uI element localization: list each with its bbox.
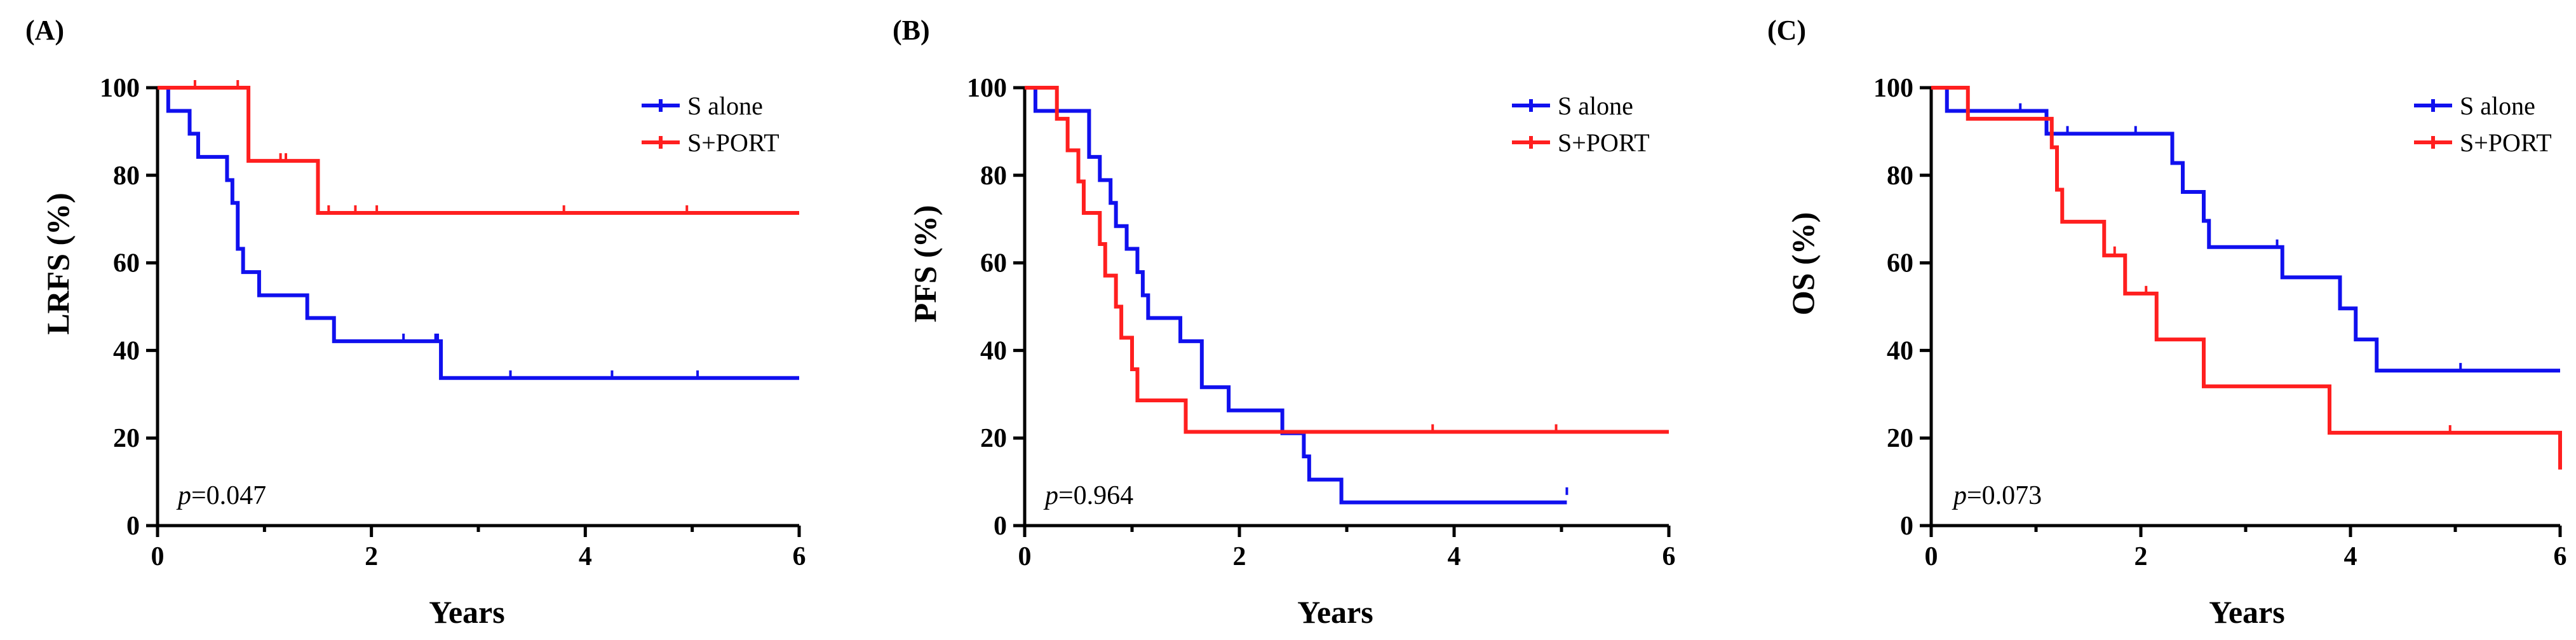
x-tick-label: 0: [1925, 542, 1938, 571]
y-tick-label: 40: [1887, 336, 1913, 365]
x-tick-label: 4: [579, 542, 592, 571]
legend-label-s-alone: S alone: [2460, 92, 2535, 120]
y-tick-label: 80: [980, 161, 1007, 191]
y-axis-title: PFS (%): [907, 205, 943, 323]
p-value-prefix: p: [1043, 481, 1058, 510]
panel-c: (C) p=0.073 Years OS (%) S alone S+PORT …: [1767, 15, 2567, 630]
panel-a: (A) p=0.047 Years LRFS (%) S alone S+POR…: [25, 15, 806, 630]
y-tick-label: 100: [1873, 74, 1913, 103]
p-value-number: =0.073: [1967, 481, 2042, 510]
survival-curve-s-alone: [1931, 86, 2560, 373]
x-tick-label: 0: [1018, 542, 1032, 571]
legend: S alone S+PORT: [1512, 92, 1650, 157]
x-tick-label: 2: [1233, 542, 1246, 571]
x-axis-title: Years: [1297, 594, 1373, 630]
x-tick-label: 6: [2554, 542, 2567, 571]
y-axis-title: OS (%): [1785, 212, 1821, 316]
panel-b: (B) p=0.964 Years PFS (%) S alone S+PORT…: [893, 15, 1676, 630]
y-tick-label: 40: [980, 336, 1007, 365]
y-tick-label: 20: [980, 424, 1007, 453]
y-tick-label: 80: [1887, 161, 1913, 191]
p-value-prefix: p: [176, 481, 191, 510]
survival-curve-s-port: [1931, 86, 2562, 470]
y-tick-label: 20: [1887, 424, 1913, 453]
y-tick-label: 40: [113, 336, 140, 365]
legend-label-s-port: S+PORT: [1558, 128, 1650, 157]
x-axis-title: Years: [429, 594, 504, 630]
p-value-number: =0.964: [1058, 481, 1133, 510]
legend-label-s-port: S+PORT: [687, 128, 779, 157]
plot-area: 0 20 40 60 80 100 0 2 4 6: [1873, 74, 2567, 571]
survival-curve-s-alone: [1025, 86, 1567, 505]
plot-area: 0 20 40 60 80 100 0 2 4 6: [100, 74, 806, 571]
y-tick-label: 0: [126, 512, 140, 541]
y-tick-label: 60: [113, 249, 140, 278]
y-tick-label: 80: [113, 161, 140, 191]
y-axis-title: LRFS (%): [40, 193, 76, 335]
x-tick-label: 2: [2134, 542, 2148, 571]
y-tick-label: 0: [994, 512, 1007, 541]
x-tick-label: 4: [1448, 542, 1461, 571]
y-tick-label: 100: [100, 74, 140, 103]
x-tick-label: 4: [2344, 542, 2357, 571]
p-value: p=0.073: [1952, 481, 2042, 510]
plot-area: 0 20 40 60 80 100 0 2 4 6: [967, 74, 1676, 571]
x-tick-label: 6: [793, 542, 806, 571]
legend-label-s-port: S+PORT: [2460, 128, 2552, 157]
p-value-prefix: p: [1952, 481, 1967, 510]
legend-label-s-alone: S alone: [687, 92, 763, 120]
x-tick-label: 2: [365, 542, 378, 571]
x-axis-title: Years: [2209, 594, 2284, 630]
panel-label: (C): [1767, 15, 1806, 46]
legend-label-s-alone: S alone: [1558, 92, 1633, 120]
x-tick-label: 0: [151, 542, 165, 571]
survival-curve-s-alone: [158, 86, 799, 380]
p-value-number: =0.047: [191, 481, 266, 510]
x-tick-label: 6: [1662, 542, 1676, 571]
survival-curve-s-port: [158, 86, 799, 215]
legend: S alone S+PORT: [642, 92, 779, 157]
p-value: p=0.047: [176, 481, 266, 510]
panel-label: (A): [25, 15, 64, 46]
y-tick-label: 100: [967, 74, 1007, 103]
y-tick-label: 20: [113, 424, 140, 453]
y-tick-label: 60: [980, 249, 1007, 278]
y-tick-label: 60: [1887, 249, 1913, 278]
y-tick-label: 0: [1900, 512, 1913, 541]
p-value: p=0.964: [1043, 481, 1133, 510]
legend: S alone S+PORT: [2414, 92, 2552, 157]
panel-label: (B): [893, 15, 930, 46]
survival-curve-s-port: [1025, 86, 1669, 434]
